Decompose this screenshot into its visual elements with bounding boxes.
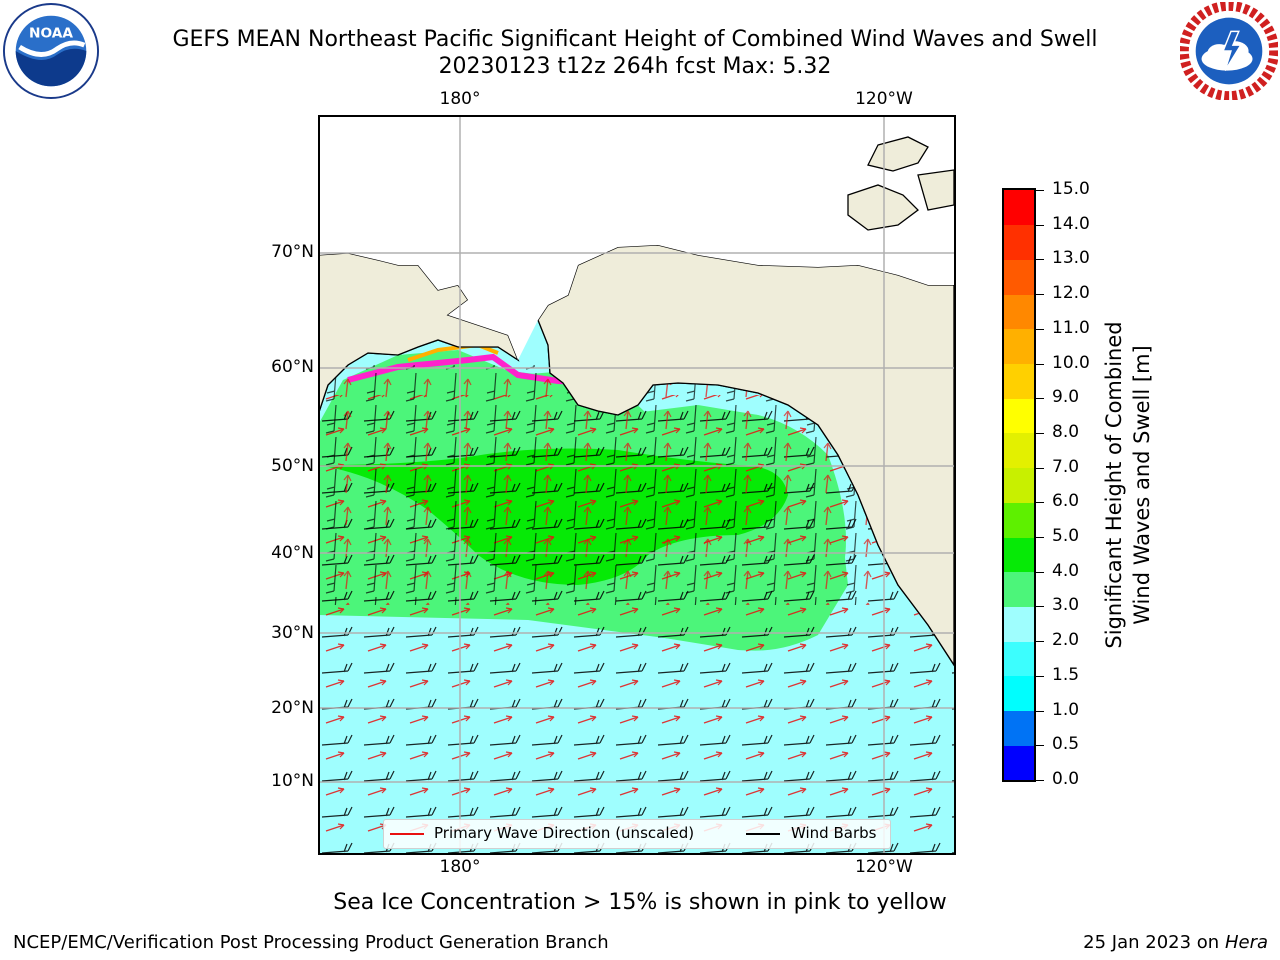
lat-label-10n: 10°N xyxy=(271,771,314,791)
sea-ice-note: Sea Ice Concentration > 15% is shown in … xyxy=(333,890,947,915)
colorbar xyxy=(1002,188,1036,782)
noaa-logo: NOAA xyxy=(2,2,100,100)
colorbar-tick-label: 0.5 xyxy=(1052,734,1080,755)
colorbar-segment xyxy=(1004,363,1034,399)
colorbar-segment xyxy=(1004,259,1034,295)
wave-direction-swatch xyxy=(390,833,424,835)
lon-label-top-120w: 120°W xyxy=(855,89,913,109)
colorbar-segment xyxy=(1004,641,1034,677)
colorbar-tick xyxy=(1034,571,1044,573)
colorbar-tick xyxy=(1034,224,1044,226)
colorbar-tick-label: 6.0 xyxy=(1052,491,1080,512)
chart-subtitle: 20230123 t12z 264h fcst Max: 5.32 xyxy=(438,54,832,79)
colorbar-tick xyxy=(1034,432,1044,434)
colorbar-title-line2: Wind Waves and Swell [m] xyxy=(1130,345,1154,625)
footer-branch: NCEP/EMC/Verification Post Processing Pr… xyxy=(13,932,609,953)
colorbar-segment xyxy=(1004,190,1034,226)
colorbar-tick xyxy=(1034,363,1044,365)
colorbar-segment xyxy=(1004,294,1034,330)
colorbar-tick-label: 8.0 xyxy=(1052,421,1080,442)
colorbar-tick xyxy=(1034,710,1044,712)
footer-host: Hera xyxy=(1224,932,1268,953)
lat-label-60n: 60°N xyxy=(271,357,314,377)
colorbar-tick xyxy=(1034,328,1044,330)
wind-barbs-label: Wind Barbs xyxy=(791,824,877,842)
colorbar-tick-label: 11.0 xyxy=(1052,317,1090,338)
colorbar-tick-label: 2.0 xyxy=(1052,630,1080,651)
colorbar-segment xyxy=(1004,710,1034,746)
colorbar-segment xyxy=(1004,224,1034,260)
colorbar-tick xyxy=(1034,641,1044,643)
nws-logo xyxy=(1180,2,1278,100)
wind-barbs-swatch xyxy=(746,833,780,835)
colorbar-tick-label: 12.0 xyxy=(1052,283,1090,304)
colorbar-tick-label: 10.0 xyxy=(1052,352,1090,373)
footer-date-text: 25 Jan 2023 on xyxy=(1083,932,1225,953)
chart-title: GEFS MEAN Northeast Pacific Significant … xyxy=(172,27,1098,52)
colorbar-tick-label: 3.0 xyxy=(1052,595,1080,616)
colorbar-tick-label: 1.5 xyxy=(1052,664,1080,685)
lat-label-50n: 50°N xyxy=(271,456,314,476)
colorbar-tick xyxy=(1034,467,1044,469)
colorbar-tick xyxy=(1034,537,1044,539)
colorbar-tick-label: 7.0 xyxy=(1052,456,1080,477)
colorbar-tick-label: 4.0 xyxy=(1052,560,1080,581)
colorbar-tick xyxy=(1034,675,1044,677)
lat-label-30n: 30°N xyxy=(271,623,314,643)
colorbar-tick-label: 0.0 xyxy=(1052,769,1080,789)
colorbar-segment xyxy=(1004,398,1034,434)
lon-label-bottom-180: 180° xyxy=(439,857,481,877)
colorbar-segment xyxy=(1004,745,1034,781)
colorbar-segment xyxy=(1004,432,1034,469)
colorbar-segment xyxy=(1004,675,1034,712)
footer-date: 25 Jan 2023 on Hera xyxy=(1083,932,1268,953)
colorbar-tick xyxy=(1034,294,1044,296)
colorbar-segment xyxy=(1004,606,1034,642)
lon-label-bottom-120w: 120°W xyxy=(855,857,913,877)
colorbar-tick xyxy=(1034,606,1044,608)
svg-text:NOAA: NOAA xyxy=(29,25,73,41)
colorbar-segment xyxy=(1004,502,1034,538)
lon-label-top-180: 180° xyxy=(439,89,481,109)
wave-direction-label: Primary Wave Direction (unscaled) xyxy=(434,824,695,842)
colorbar-tick-label: 1.0 xyxy=(1052,699,1080,720)
colorbar-tick xyxy=(1034,190,1044,191)
map-gridlines xyxy=(318,115,954,853)
colorbar-tick xyxy=(1034,745,1044,747)
colorbar-tick-label: 15.0 xyxy=(1052,179,1090,199)
map-legend: Primary Wave Direction (unscaled) Wind B… xyxy=(383,819,891,849)
colorbar-title-line1: Significant Height of Combined xyxy=(1102,321,1126,649)
colorbar-tick-label: 13.0 xyxy=(1052,248,1090,269)
map-canvas xyxy=(318,115,954,853)
colorbar-tick xyxy=(1034,780,1044,781)
colorbar-tick-label: 9.0 xyxy=(1052,387,1080,408)
colorbar-tick-label: 5.0 xyxy=(1052,526,1080,547)
lat-label-40n: 40°N xyxy=(271,543,314,563)
colorbar-segment xyxy=(1004,537,1034,573)
colorbar-segment xyxy=(1004,328,1034,365)
colorbar-tick xyxy=(1034,502,1044,504)
lat-label-20n: 20°N xyxy=(271,698,314,718)
map-svg xyxy=(318,115,954,853)
colorbar-tick xyxy=(1034,259,1044,261)
colorbar-tick xyxy=(1034,398,1044,400)
colorbar-segment xyxy=(1004,571,1034,607)
colorbar-segment xyxy=(1004,467,1034,503)
lat-label-70n: 70°N xyxy=(271,242,314,262)
colorbar-tick-label: 14.0 xyxy=(1052,213,1090,234)
